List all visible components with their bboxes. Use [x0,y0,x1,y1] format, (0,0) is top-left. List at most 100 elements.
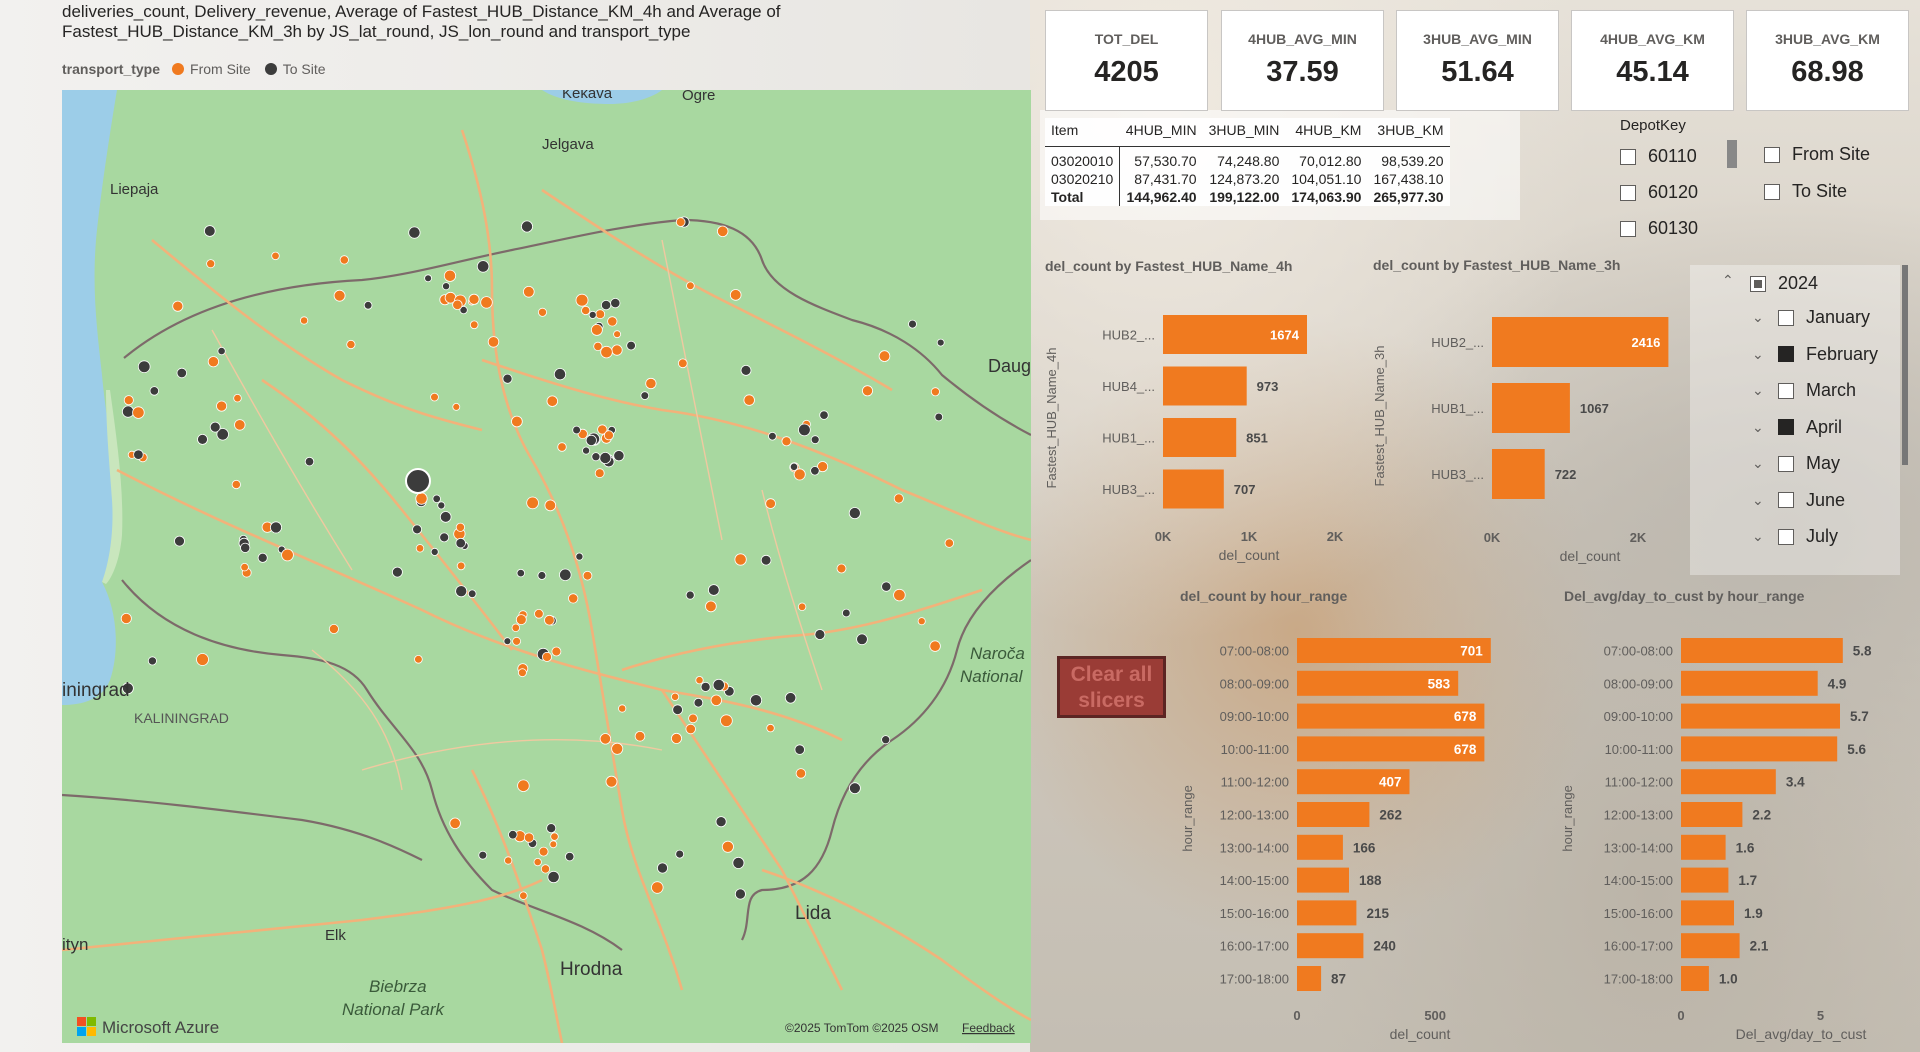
bar[interactable] [1163,366,1247,406]
bar[interactable] [1681,834,1726,860]
from-site-point[interactable] [546,395,559,407]
transport-option-to-site[interactable]: To Site [1764,181,1847,202]
to-site-point[interactable] [848,507,861,520]
to-site-point[interactable] [537,571,547,580]
from-site-point[interactable] [795,768,807,779]
from-site-point[interactable] [271,251,280,261]
matrix-col-header[interactable]: 4HUB_KM [1285,118,1368,147]
to-site-point[interactable] [455,537,466,549]
bar[interactable] [1681,736,1838,762]
bar[interactable] [1297,933,1364,959]
from-site-point[interactable] [544,614,555,626]
from-site-point[interactable] [504,856,513,865]
bar[interactable] [1297,670,1459,696]
bar[interactable] [1297,867,1349,893]
map-points[interactable] [120,216,955,900]
to-site-point[interactable] [936,338,945,347]
to-site-point[interactable] [610,298,621,309]
from-site-point[interactable] [600,345,613,359]
to-site-point[interactable] [503,637,512,646]
from-site-point[interactable] [487,336,500,348]
depot-slicer-scrollbar[interactable] [1727,140,1737,168]
to-site-point[interactable] [391,566,403,578]
to-site-point[interactable] [174,535,185,547]
to-site-point[interactable] [439,532,450,543]
from-site-point[interactable] [836,563,847,574]
hour-range-count-chart[interactable]: 07:00-08:00 701 08:00-09:00 583 09:00-10:00 6… [1170,625,1550,1052]
from-site-point[interactable] [233,394,242,403]
from-site-point[interactable] [878,350,891,362]
to-site-point[interactable] [304,456,315,467]
matrix-col-header[interactable]: Item [1045,118,1120,147]
to-site-point[interactable] [546,823,557,834]
bar[interactable] [1163,315,1307,354]
bar[interactable] [1681,966,1709,991]
from-site-point[interactable] [721,840,734,853]
chevron-down-icon[interactable]: ⌄ [1752,455,1764,471]
from-site-point[interactable] [541,651,552,662]
month-option[interactable]: March [1778,380,1856,401]
from-site-point[interactable] [281,548,294,562]
from-site-point[interactable] [172,300,184,312]
to-site-point[interactable] [455,585,468,598]
to-site-point[interactable] [508,830,518,840]
matrix-col-header[interactable]: 4HUB_MIN [1119,118,1203,147]
to-site-point[interactable] [147,656,157,666]
from-site-point[interactable] [123,395,134,406]
to-site-point[interactable] [575,552,584,561]
to-site-point[interactable] [814,629,826,640]
bar[interactable] [1681,638,1843,663]
to-site-point[interactable] [121,405,135,418]
to-site-point[interactable] [363,301,373,310]
to-site-point[interactable] [784,692,797,704]
from-site-point[interactable] [743,394,755,406]
from-site-point[interactable] [634,730,646,742]
checkbox[interactable] [1778,382,1794,399]
from-site-point[interactable] [893,588,906,602]
to-site-point[interactable] [553,368,567,381]
item-matrix[interactable]: Item 4HUB_MIN 3HUB_MIN 4HUB_KM 3HUB_KM 0… [1045,118,1450,206]
to-site-point[interactable] [476,260,490,273]
bar[interactable] [1297,638,1491,663]
from-site-point[interactable] [582,570,593,581]
from-site-point[interactable] [862,385,874,397]
bar[interactable] [1297,900,1357,926]
chevron-down-icon[interactable]: ⌄ [1752,491,1764,508]
from-site-point[interactable] [710,694,723,707]
chevron-down-icon[interactable]: ⌄ [1752,309,1764,325]
from-site-point[interactable] [695,676,704,685]
from-site-point[interactable] [603,430,614,441]
year-2024[interactable]: 2024 [1750,273,1818,294]
from-site-point[interactable] [534,608,544,619]
to-site-point[interactable] [626,340,636,351]
to-site-point[interactable] [430,547,439,556]
hour-range-avg-chart[interactable]: 07:00-08:00 5.8 08:00-09:00 4.9 09:00-10:00 5… [1556,625,1920,1052]
depot-option[interactable]: 60130 [1620,218,1698,239]
to-site-point[interactable] [685,590,695,600]
bar[interactable] [1297,736,1485,762]
matrix-row[interactable]: 03020010 57,530.70 74,248.80 70,012.80 9… [1045,146,1450,170]
from-site-point[interactable] [517,668,527,678]
from-site-point[interactable] [456,561,466,571]
bar[interactable] [1297,834,1343,860]
to-site-point[interactable] [408,226,421,239]
to-site-point[interactable] [467,589,477,599]
from-site-point[interactable] [677,358,688,369]
to-site-point[interactable] [269,521,282,534]
from-site-point[interactable] [526,496,539,510]
from-site-point[interactable] [537,307,547,317]
from-site-point[interactable] [717,225,729,238]
from-site-point[interactable] [346,339,356,350]
from-site-point[interactable] [793,468,806,481]
from-site-point[interactable] [817,461,829,473]
from-site-point[interactable] [688,713,698,724]
from-site-point[interactable] [611,344,623,356]
to-site-point[interactable] [520,220,533,233]
from-site-point[interactable] [480,296,493,309]
from-site-point[interactable] [685,723,696,735]
to-site-point[interactable] [585,434,597,446]
to-site-point[interactable] [810,435,820,445]
from-site-point[interactable] [729,289,742,301]
from-site-point[interactable] [512,636,522,646]
to-site-point[interactable] [599,451,612,464]
